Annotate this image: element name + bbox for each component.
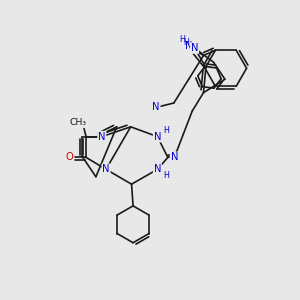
Text: N: N [185, 41, 192, 51]
Text: H: H [183, 38, 189, 46]
Text: N: N [152, 102, 160, 112]
Text: N: N [154, 132, 161, 142]
Text: O: O [66, 152, 74, 162]
Text: H: H [164, 171, 169, 180]
Text: N: N [191, 43, 198, 53]
Text: CH₃: CH₃ [70, 118, 87, 127]
Text: H: H [164, 126, 169, 135]
Text: N: N [171, 152, 178, 162]
Text: H: H [179, 35, 185, 44]
Text: N: N [154, 164, 161, 174]
Text: N: N [98, 132, 106, 142]
Text: N: N [102, 164, 110, 174]
